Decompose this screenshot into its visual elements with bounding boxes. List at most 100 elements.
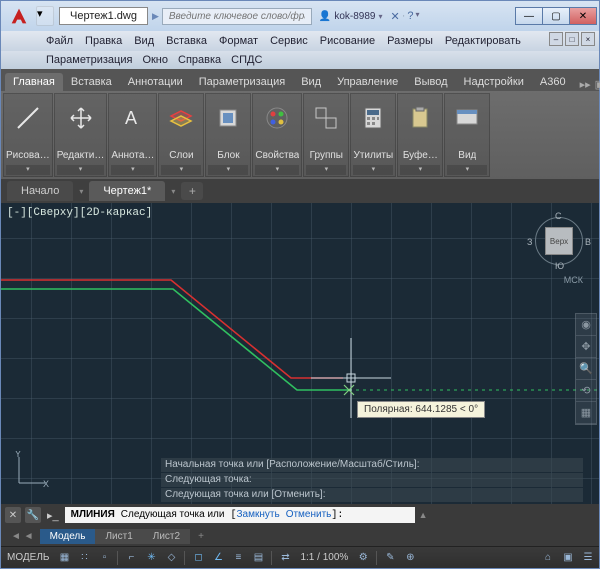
move-icon[interactable] <box>65 102 97 134</box>
infer-icon[interactable]: ▫ <box>97 551 111 565</box>
layout-tab-Лист2[interactable]: Лист2 <box>143 529 190 544</box>
panel-expand-icon[interactable]: ▾ <box>111 165 154 175</box>
osnap-icon[interactable]: ◻ <box>191 551 205 565</box>
ribbon-tab-4[interactable]: Вид <box>293 73 329 91</box>
panel-expand-icon[interactable]: ▾ <box>306 165 346 175</box>
palette-icon[interactable] <box>261 102 293 134</box>
anno-icon[interactable]: ✎ <box>383 551 397 565</box>
search-input[interactable] <box>162 8 312 25</box>
cmd-close-icon[interactable]: ✕ <box>5 507 21 523</box>
layout-nav-left[interactable]: ◄ ◄ <box>5 531 40 542</box>
panel-expand-icon[interactable]: ▾ <box>447 165 487 175</box>
viewcube[interactable]: Верх С В Ю З <box>531 213 587 269</box>
gear-icon[interactable]: ⚙ <box>356 551 370 565</box>
panel-expand-icon[interactable]: ▾ <box>6 165 50 175</box>
doc-max[interactable]: □ <box>565 32 579 46</box>
calc-icon[interactable] <box>357 102 389 134</box>
panel-expand-icon[interactable]: ▾ <box>57 165 105 175</box>
menu-Параметризация[interactable]: Параметризация <box>46 54 132 66</box>
panel-move[interactable]: Редакти…▾ <box>54 93 108 177</box>
otrack-icon[interactable]: ∠ <box>211 551 225 565</box>
command-input[interactable]: МЛИНИЯ Следующая точка или [Замкнуть Отм… <box>65 507 415 523</box>
block-icon[interactable] <box>212 102 244 134</box>
grid-icon[interactable]: ▦ <box>57 551 71 565</box>
wcs-label[interactable]: МСК <box>564 275 583 285</box>
polar-icon[interactable]: ✳ <box>144 551 158 565</box>
cmd-opt-1[interactable]: Отменить <box>286 509 332 520</box>
menu-Файл[interactable]: Файл <box>46 35 73 47</box>
layout-tab-Модель[interactable]: Модель <box>40 529 96 544</box>
lineweight-icon[interactable]: ≡ <box>231 551 245 565</box>
nav-wheel-icon[interactable]: ◉ <box>576 314 596 336</box>
panel-group[interactable]: Группы▾ <box>303 93 349 177</box>
file-tab-drop[interactable]: ▾ <box>75 187 87 196</box>
viewcube-face[interactable]: Верх <box>545 227 573 255</box>
panel-line[interactable]: Рисова…▾ <box>3 93 53 177</box>
cmd-opt-0[interactable]: Замкнуть <box>237 509 280 520</box>
layout-add[interactable]: + <box>190 529 212 544</box>
panel-view[interactable]: Вид▾ <box>444 93 490 177</box>
ribbon-tab-0[interactable]: Главная <box>5 73 63 91</box>
nav-orbit-icon[interactable]: ⟲ <box>576 380 596 402</box>
menu-Правка[interactable]: Правка <box>85 35 122 47</box>
menu-Рисование[interactable]: Рисование <box>320 35 375 47</box>
line-icon[interactable] <box>12 102 44 134</box>
maximize-button[interactable]: ▢ <box>542 7 570 25</box>
panel-text[interactable]: AАннота…▾ <box>108 93 157 177</box>
ribbon-tab-3[interactable]: Параметризация <box>191 73 293 91</box>
drawing-canvas[interactable]: [-][Сверху][2D-каркас] Полярная: 644.128… <box>1 203 599 504</box>
ribbon-tab-6[interactable]: Вывод <box>406 73 455 91</box>
file-tab-1[interactable]: Чертеж1* <box>89 181 165 201</box>
layers-icon[interactable] <box>165 102 197 134</box>
panel-layers[interactable]: Слои▾ <box>158 93 204 177</box>
status-space[interactable]: МОДЕЛЬ <box>5 552 51 563</box>
panel-palette[interactable]: Свойства▾ <box>252 93 302 177</box>
vc-e[interactable]: В <box>585 237 591 247</box>
menu-Редактировать[interactable]: Редактировать <box>445 35 521 47</box>
user-area[interactable]: 👤 kok-8989 ▾ <box>319 11 383 22</box>
vc-s[interactable]: Ю <box>555 261 564 271</box>
ribbon-menu-icon[interactable]: ▣ <box>595 78 600 91</box>
ribbon-more-icon[interactable]: ▸▸ <box>580 78 591 91</box>
vc-n[interactable]: С <box>555 211 562 221</box>
file-tab-add[interactable]: + <box>181 182 203 200</box>
cmd-options-icon[interactable]: 🔧 <box>25 507 41 523</box>
text-icon[interactable]: A <box>117 102 149 134</box>
menu-Размеры[interactable]: Размеры <box>387 35 433 47</box>
file-tab-0[interactable]: Начало <box>7 181 73 201</box>
ucs-icon[interactable]: Y X <box>13 451 51 494</box>
panel-clipboard[interactable]: Буфе…▾ <box>397 93 443 177</box>
snap-icon[interactable]: ∷ <box>77 551 91 565</box>
panel-block[interactable]: Блок▾ <box>205 93 251 177</box>
menu-Окно[interactable]: Окно <box>142 54 168 66</box>
ribbon-tab-1[interactable]: Вставка <box>63 73 120 91</box>
ortho-icon[interactable]: ⌐ <box>124 551 138 565</box>
status-zoom[interactable]: 1:1 / 100% <box>298 552 350 563</box>
iso-icon[interactable]: ◇ <box>164 551 178 565</box>
panel-expand-icon[interactable]: ▾ <box>161 165 201 175</box>
menu-Вставка[interactable]: Вставка <box>166 35 207 47</box>
cycle-icon[interactable]: ⇄ <box>278 551 292 565</box>
nav-zoom-icon[interactable]: 🔍 <box>576 358 596 380</box>
cmd-expand-icon[interactable]: ▲ <box>419 510 428 520</box>
menu-Вид[interactable]: Вид <box>134 35 154 47</box>
close-button[interactable]: ✕ <box>569 7 597 25</box>
nav-showmotion-icon[interactable]: ▦ <box>576 402 596 424</box>
view-icon[interactable] <box>451 102 483 134</box>
menu-СПДС[interactable]: СПДС <box>231 54 262 66</box>
vc-w[interactable]: З <box>527 237 532 247</box>
app-logo[interactable] <box>6 3 32 29</box>
nav-pan-icon[interactable]: ✥ <box>576 336 596 358</box>
panel-expand-icon[interactable]: ▾ <box>255 165 299 175</box>
help-icon[interactable]: ? <box>407 10 413 23</box>
ribbon-tab-7[interactable]: Надстройки <box>456 73 532 91</box>
ribbon-tab-5[interactable]: Управление <box>329 73 406 91</box>
doc-close[interactable]: × <box>581 32 595 46</box>
doc-min[interactable]: – <box>549 32 563 46</box>
custom-icon[interactable]: ☰ <box>581 551 595 565</box>
menu-Сервис[interactable]: Сервис <box>270 35 308 47</box>
workspace-icon[interactable]: ⌂ <box>541 551 555 565</box>
menu-Формат[interactable]: Формат <box>219 35 258 47</box>
panel-expand-icon[interactable]: ▾ <box>353 165 393 175</box>
tpy-icon[interactable]: ▤ <box>251 551 265 565</box>
